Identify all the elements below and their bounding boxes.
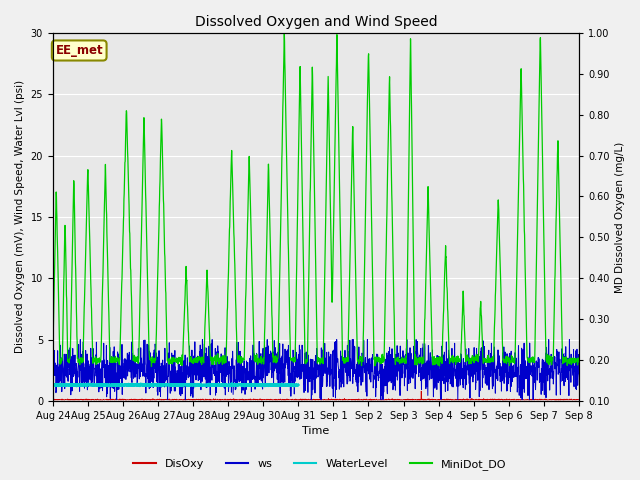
MiniDot_DO: [543, 351, 551, 357]
DisOxy: [417, 388, 425, 394]
Y-axis label: MD Dissolved Oxygen (mg/L): MD Dissolved Oxygen (mg/L): [615, 141, 625, 292]
DisOxy: [196, 397, 204, 403]
WaterLevel: [49, 383, 56, 388]
ws: [196, 360, 204, 366]
DisOxy: [342, 397, 350, 403]
MiniDot_DO: [49, 354, 56, 360]
Line: DisOxy: DisOxy: [52, 391, 579, 400]
Line: ws: ws: [52, 339, 579, 400]
DisOxy: [529, 396, 537, 402]
ws: [575, 360, 583, 366]
X-axis label: Time: Time: [302, 426, 330, 436]
MiniDot_DO: [280, 30, 288, 36]
MiniDot_DO: [332, 125, 339, 131]
ws: [529, 363, 537, 369]
MiniDot_DO: [196, 354, 204, 360]
DisOxy: [575, 397, 583, 403]
Line: MiniDot_DO: MiniDot_DO: [52, 33, 579, 367]
DisOxy: [543, 397, 551, 403]
Legend: DisOxy, ws, WaterLevel, MiniDot_DO: DisOxy, ws, WaterLevel, MiniDot_DO: [129, 455, 511, 474]
ws: [113, 397, 120, 403]
WaterLevel: [196, 382, 204, 387]
MiniDot_DO: [469, 357, 477, 363]
DisOxy: [331, 396, 339, 402]
MiniDot_DO: [575, 357, 583, 362]
Title: Dissolved Oxygen and Wind Speed: Dissolved Oxygen and Wind Speed: [195, 15, 437, 29]
ws: [343, 372, 351, 378]
ws: [469, 379, 477, 385]
DisOxy: [82, 397, 90, 403]
ws: [332, 371, 339, 376]
Y-axis label: Dissolved Oxygen (mV), Wind Speed, Water Lvl (psi): Dissolved Oxygen (mV), Wind Speed, Water…: [15, 80, 25, 353]
DisOxy: [49, 397, 56, 403]
MiniDot_DO: [148, 364, 156, 370]
Text: EE_met: EE_met: [56, 44, 103, 57]
ws: [76, 336, 84, 342]
ws: [543, 356, 551, 362]
ws: [49, 361, 56, 367]
MiniDot_DO: [529, 358, 537, 363]
DisOxy: [469, 397, 477, 403]
Line: WaterLevel: WaterLevel: [52, 384, 298, 386]
MiniDot_DO: [343, 355, 351, 360]
